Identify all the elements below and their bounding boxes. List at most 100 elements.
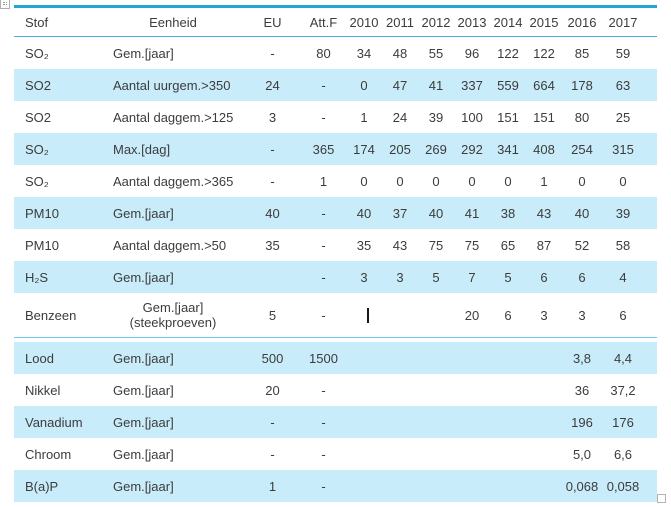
cell-stof[interactable]: SO2 (14, 78, 102, 93)
cell-eu[interactable]: 20 (244, 383, 301, 398)
header-cell-2010[interactable]: 2010 (346, 15, 382, 30)
cell-year-2017[interactable]: 176 (602, 415, 644, 430)
header-cell-attf[interactable]: Att.F (301, 15, 346, 30)
cell-year-2014[interactable]: 151 (490, 110, 526, 125)
header-cell-2015[interactable]: 2015 (526, 15, 562, 30)
cell-year-2010[interactable]: 174 (346, 142, 382, 157)
cell-stof[interactable]: Nikkel (14, 383, 102, 398)
cell-attf[interactable]: 1500 (301, 351, 346, 366)
cell-eu[interactable]: 3 (244, 110, 301, 125)
cell-year-2014[interactable]: 6 (490, 308, 526, 323)
cell-year-2014[interactable]: 38 (490, 206, 526, 221)
cell-eu[interactable]: 24 (244, 78, 301, 93)
cell-year-2010[interactable]: 1 (346, 110, 382, 125)
cell-year-2014[interactable]: 5 (490, 270, 526, 285)
header-cell-2012[interactable]: 2012 (418, 15, 454, 30)
cell-year-2016[interactable]: 3 (562, 308, 602, 323)
cell-stof[interactable]: Chroom (14, 447, 102, 462)
cell-stof[interactable]: PM10 (14, 238, 102, 253)
header-cell-2016[interactable]: 2016 (562, 15, 602, 30)
cell-eu[interactable]: - (244, 174, 301, 189)
cell-year-2012[interactable]: 75 (418, 238, 454, 253)
cell-year-2017[interactable]: 63 (602, 78, 644, 93)
cell-eenheid[interactable]: Gem.[jaar] (102, 206, 244, 221)
cell-eenheid[interactable]: Aantal uurgem.>350 (102, 78, 244, 93)
header-cell-stof[interactable]: Stof (14, 15, 102, 30)
cell-eu[interactable]: 40 (244, 206, 301, 221)
cell-year-2011[interactable]: 37 (382, 206, 418, 221)
cell-year-2017[interactable]: 0 (602, 174, 644, 189)
cell-year-2010[interactable]: 35 (346, 238, 382, 253)
cell-attf[interactable]: - (301, 270, 346, 285)
header-cell-2013[interactable]: 2013 (454, 15, 490, 30)
header-cell-2017[interactable]: 2017 (602, 15, 644, 30)
cell-eenheid[interactable]: Aantal daggem.>50 (102, 238, 244, 253)
cell-year-2016[interactable]: 85 (562, 46, 602, 61)
cell-year-2010[interactable]: 3 (346, 270, 382, 285)
cell-year-2015[interactable]: 1 (526, 174, 562, 189)
cell-attf[interactable]: - (301, 206, 346, 221)
cell-stof[interactable]: Benzeen (14, 308, 102, 323)
table-resize-handle-icon[interactable] (657, 494, 666, 503)
cell-year-2012[interactable]: 40 (418, 206, 454, 221)
cell-year-2012[interactable]: 39 (418, 110, 454, 125)
cell-eu[interactable]: - (244, 46, 301, 61)
cell-eu[interactable]: 1 (244, 479, 301, 494)
cell-attf[interactable]: 365 (301, 142, 346, 157)
cell-stof[interactable]: Vanadium (14, 415, 102, 430)
cell-eenheid[interactable]: Gem.[jaar] (102, 270, 244, 285)
cell-year-2015[interactable]: 43 (526, 206, 562, 221)
cell-year-2010[interactable]: 0 (346, 174, 382, 189)
cell-year-2016[interactable]: 6 (562, 270, 602, 285)
cell-eenheid[interactable]: Gem.[jaar] (steekproeven) (102, 300, 244, 330)
cell-year-2016[interactable]: 0,068 (562, 479, 602, 494)
cell-year-2016[interactable]: 40 (562, 206, 602, 221)
cell-year-2014[interactable]: 122 (490, 46, 526, 61)
cell-year-2016[interactable]: 5,0 (562, 447, 602, 462)
cell-eenheid[interactable]: Gem.[jaar] (102, 415, 244, 430)
cell-year-2017[interactable]: 6,6 (602, 447, 644, 462)
cell-stof[interactable]: B(a)P (14, 479, 102, 494)
cell-year-2013[interactable]: 96 (454, 46, 490, 61)
cell-year-2014[interactable]: 65 (490, 238, 526, 253)
cell-year-2010[interactable]: 40 (346, 206, 382, 221)
header-cell-2014[interactable]: 2014 (490, 15, 526, 30)
cell-stof[interactable]: Lood (14, 351, 102, 366)
cell-year-2016[interactable]: 80 (562, 110, 602, 125)
cell-eenheid[interactable]: Gem.[jaar] (102, 447, 244, 462)
cell-year-2016[interactable]: 0 (562, 174, 602, 189)
cell-year-2016[interactable]: 196 (562, 415, 602, 430)
cell-eu[interactable]: 35 (244, 238, 301, 253)
cell-year-2010[interactable] (346, 307, 382, 323)
cell-eenheid[interactable]: Gem.[jaar] (102, 479, 244, 494)
cell-year-2017[interactable]: 59 (602, 46, 644, 61)
cell-year-2015[interactable]: 6 (526, 270, 562, 285)
cell-eu[interactable]: - (244, 447, 301, 462)
cell-eu[interactable]: 500 (244, 351, 301, 366)
cell-stof[interactable]: H₂S (14, 270, 102, 285)
cell-year-2013[interactable]: 337 (454, 78, 490, 93)
cell-eu[interactable]: - (244, 142, 301, 157)
cell-attf[interactable]: - (301, 238, 346, 253)
cell-attf[interactable]: - (301, 383, 346, 398)
cell-stof[interactable]: SO₂ (14, 174, 102, 189)
cell-year-2017[interactable]: 4,4 (602, 351, 644, 366)
cell-eenheid[interactable]: Aantal daggem.>125 (102, 110, 244, 125)
cell-year-2014[interactable]: 0 (490, 174, 526, 189)
cell-year-2014[interactable]: 341 (490, 142, 526, 157)
cell-eenheid[interactable]: Gem.[jaar] (102, 46, 244, 61)
cell-year-2015[interactable]: 408 (526, 142, 562, 157)
header-cell-eenheid[interactable]: Eenheid (102, 15, 244, 30)
cell-attf[interactable]: 1 (301, 174, 346, 189)
cell-year-2013[interactable]: 41 (454, 206, 490, 221)
cell-year-2014[interactable]: 559 (490, 78, 526, 93)
cell-eenheid[interactable]: Max.[dag] (102, 142, 244, 157)
cell-year-2010[interactable]: 34 (346, 46, 382, 61)
cell-year-2011[interactable]: 48 (382, 46, 418, 61)
cell-year-2011[interactable]: 24 (382, 110, 418, 125)
cell-year-2013[interactable]: 100 (454, 110, 490, 125)
cell-eenheid[interactable]: Gem.[jaar] (102, 383, 244, 398)
cell-year-2013[interactable]: 292 (454, 142, 490, 157)
cell-year-2017[interactable]: 0,058 (602, 479, 644, 494)
cell-stof[interactable]: SO2 (14, 110, 102, 125)
